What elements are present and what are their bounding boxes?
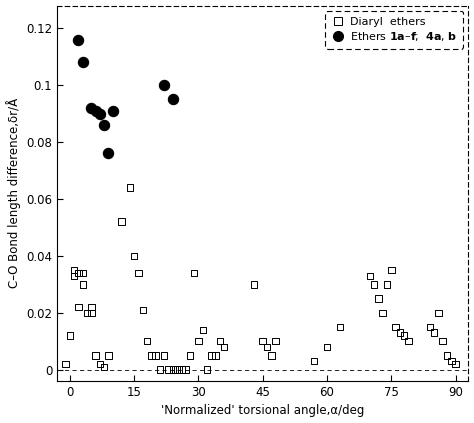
- Point: [96, 360, 104, 367]
- Point: [366, 272, 374, 279]
- Point: [160, 352, 168, 359]
- Point: [139, 307, 146, 313]
- Point: [92, 352, 100, 359]
- Point: [439, 338, 447, 345]
- Point: [388, 267, 395, 274]
- Point: [83, 309, 91, 316]
- Y-axis label: C–O Bond length difference,δr/Å: C–O Bond length difference,δr/Å: [6, 98, 20, 288]
- Point: [447, 358, 455, 365]
- Point: [130, 253, 138, 259]
- Point: [143, 338, 151, 345]
- Point: [323, 343, 331, 350]
- Point: [405, 338, 412, 345]
- Point: [79, 269, 87, 276]
- Point: [178, 366, 185, 373]
- Point: [426, 324, 434, 330]
- Point: [250, 281, 258, 288]
- Point: [310, 358, 318, 365]
- Point: [109, 107, 117, 114]
- Point: [160, 82, 168, 88]
- Point: [199, 327, 207, 333]
- Point: [62, 360, 69, 367]
- Point: [195, 338, 202, 345]
- Point: [212, 352, 219, 359]
- Legend: Diaryl  ethers, Ethers $\bf{1a}$–$\bf{f}$;  $\bf{4a}$, $\bf{b}$: Diaryl ethers, Ethers $\bf{1a}$–$\bf{f}$…: [326, 11, 463, 49]
- Point: [191, 269, 198, 276]
- Point: [396, 329, 404, 336]
- Point: [92, 107, 100, 114]
- Point: [156, 366, 164, 373]
- Point: [105, 352, 112, 359]
- Point: [147, 352, 155, 359]
- Point: [173, 366, 181, 373]
- Point: [79, 281, 87, 288]
- Point: [88, 309, 95, 316]
- Point: [208, 352, 215, 359]
- Point: [71, 272, 78, 279]
- Point: [182, 366, 190, 373]
- Point: [96, 110, 104, 117]
- Point: [452, 360, 459, 367]
- Point: [169, 96, 176, 103]
- Point: [66, 332, 74, 339]
- Point: [336, 324, 344, 330]
- Point: [430, 329, 438, 336]
- Point: [220, 343, 228, 350]
- Point: [79, 59, 87, 66]
- Point: [169, 366, 176, 373]
- Point: [88, 104, 95, 111]
- Point: [75, 269, 82, 276]
- Point: [88, 304, 95, 310]
- Point: [263, 343, 271, 350]
- Point: [374, 295, 382, 302]
- Point: [216, 338, 224, 345]
- Point: [272, 338, 279, 345]
- X-axis label: 'Normalized' torsional angle,α/deg: 'Normalized' torsional angle,α/deg: [161, 404, 365, 418]
- Point: [203, 366, 211, 373]
- Point: [186, 352, 194, 359]
- Point: [75, 36, 82, 43]
- Point: [383, 281, 391, 288]
- Point: [370, 281, 378, 288]
- Point: [100, 363, 108, 370]
- Point: [379, 309, 386, 316]
- Point: [75, 304, 82, 310]
- Point: [267, 352, 275, 359]
- Point: [118, 218, 125, 225]
- Point: [126, 184, 134, 191]
- Point: [71, 267, 78, 274]
- Point: [152, 352, 159, 359]
- Point: [443, 352, 451, 359]
- Point: [401, 332, 408, 339]
- Point: [105, 150, 112, 157]
- Point: [392, 324, 400, 330]
- Point: [435, 309, 442, 316]
- Point: [259, 338, 266, 345]
- Point: [100, 122, 108, 129]
- Point: [164, 366, 172, 373]
- Point: [135, 269, 142, 276]
